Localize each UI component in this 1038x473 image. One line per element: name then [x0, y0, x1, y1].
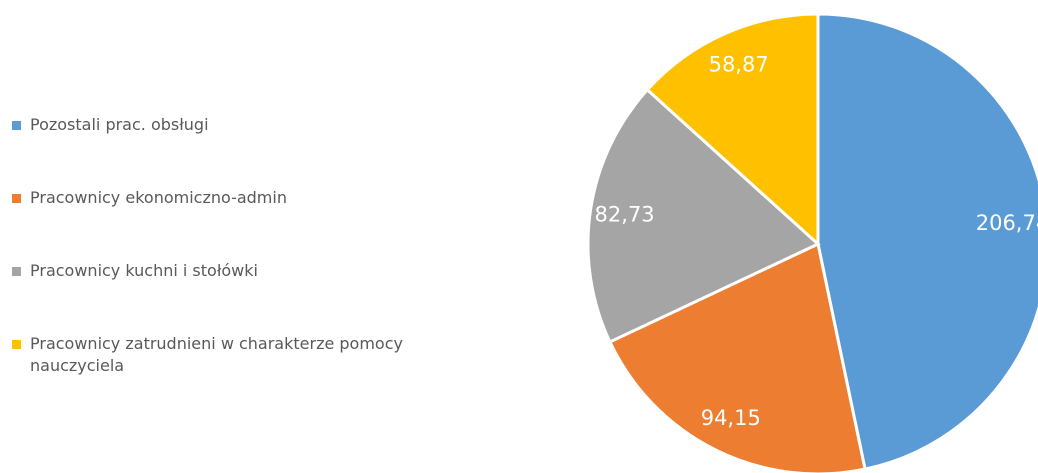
legend-item: Pracownicy zatrudnieni w charakterze pom… — [10, 333, 410, 377]
legend-swatch — [12, 121, 21, 130]
legend-swatch — [12, 340, 21, 349]
legend-label: Pracownicy ekonomiczno-admin — [30, 188, 287, 207]
legend-item: Pozostali prac. obsługi — [10, 114, 410, 136]
pie-slice — [645, 12, 820, 248]
data-label: 58,87 — [709, 52, 769, 76]
legend-label: Pozostali prac. obsługi — [30, 115, 209, 134]
pie-slice — [586, 87, 821, 344]
data-label: 82,73 — [595, 202, 655, 226]
legend-label: Pracownicy kuchni i stołówki — [30, 261, 258, 280]
legend-item: Pracownicy ekonomiczno-admin — [10, 187, 410, 209]
legend-swatch — [12, 267, 21, 276]
legend-swatch — [12, 194, 21, 203]
data-label: 206,74 — [976, 211, 1038, 235]
legend-item: Pracownicy kuchni i stołówki — [10, 260, 410, 282]
pie-slice — [607, 241, 867, 473]
data-label: 94,15 — [701, 406, 761, 430]
legend-label: Pracownicy zatrudnieni w charakterze pom… — [30, 334, 403, 375]
pie-slice — [816, 12, 1038, 471]
